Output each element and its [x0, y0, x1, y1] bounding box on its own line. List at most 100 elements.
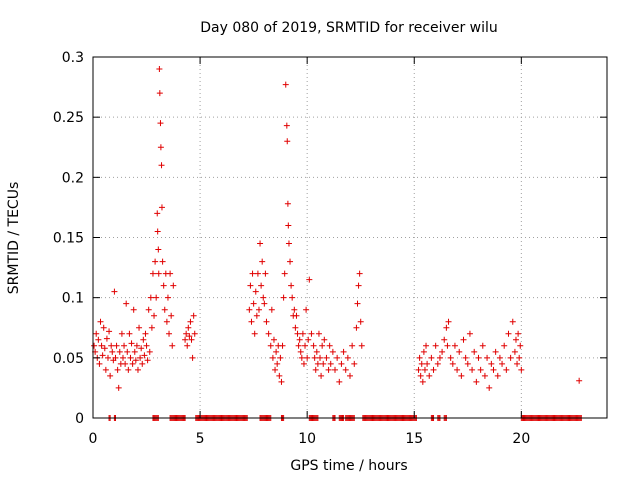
data-point: [340, 348, 347, 355]
data-point: [297, 348, 304, 355]
data-point: [441, 336, 448, 343]
data-point: [156, 66, 163, 73]
data-point: [503, 366, 510, 373]
data-point: [351, 360, 358, 367]
data-point: [146, 348, 153, 355]
data-point: [136, 324, 143, 331]
data-point: [126, 330, 133, 337]
data-point: [426, 372, 433, 379]
data-point: [111, 288, 118, 295]
data-point: [287, 258, 294, 265]
data-point: [189, 354, 196, 361]
data-point: [169, 342, 176, 349]
data-point: [358, 342, 365, 349]
data-point: [139, 360, 146, 367]
data-point: [154, 210, 161, 217]
data-point: [439, 348, 446, 355]
data-point: [249, 270, 256, 277]
data-point: [255, 306, 262, 313]
data-point: [464, 360, 471, 367]
data-point: [144, 357, 151, 364]
data-point: [284, 138, 291, 145]
x-tick-labels: 0 5 10 15 20: [89, 431, 531, 447]
data-point: [471, 348, 478, 355]
data-point: [283, 122, 290, 129]
data-point: [298, 354, 305, 361]
data-point: [119, 354, 126, 361]
data-point: [319, 342, 326, 349]
x-tick-label: 0: [89, 431, 98, 447]
data-point: [317, 354, 324, 361]
data-point: [416, 354, 423, 361]
data-point: [486, 384, 493, 391]
x-tick-label: 5: [196, 431, 205, 447]
data-point: [576, 377, 583, 384]
data-point: [185, 324, 192, 331]
data-point: [294, 330, 301, 337]
data-point: [157, 120, 164, 127]
data-point: [308, 330, 315, 337]
data-point: [285, 222, 292, 229]
data-point: [267, 342, 274, 349]
data-point: [115, 384, 122, 391]
data-point: [148, 324, 155, 331]
y-axis-label: SRMTID / TECUs: [6, 182, 22, 295]
data-point: [254, 270, 261, 277]
data-point: [484, 354, 491, 361]
data-point: [125, 366, 132, 373]
data-point: [332, 366, 339, 373]
data-point: [100, 324, 107, 331]
data-point: [274, 360, 281, 367]
data-point: [325, 366, 332, 373]
data-point: [153, 294, 160, 301]
data-point: [151, 312, 158, 319]
data-point: [97, 318, 104, 325]
data-point: [101, 345, 108, 352]
data-point: [285, 240, 292, 247]
data-point: [248, 318, 255, 325]
data-point: [134, 366, 141, 373]
data-point: [187, 318, 194, 325]
data-point: [118, 330, 125, 337]
data-point: [154, 228, 161, 235]
data-point: [246, 306, 253, 313]
data-point: [320, 360, 327, 367]
data-point: [166, 330, 173, 337]
data-point: [98, 342, 105, 349]
y-tick-labels: 0 0.05 0.1 0.15 0.2 0.25 0.3: [53, 50, 84, 427]
data-point: [143, 342, 150, 349]
data-point: [299, 330, 306, 337]
data-point: [312, 366, 319, 373]
data-point: [282, 81, 289, 88]
data-point: [303, 306, 310, 313]
data-point: [296, 336, 303, 343]
data-point: [354, 300, 361, 307]
data-point: [517, 342, 524, 349]
y-tick-label: 0: [75, 411, 84, 427]
data-point: [113, 342, 120, 349]
data-point: [315, 330, 322, 337]
data-point: [515, 330, 522, 337]
data-point: [499, 360, 506, 367]
data-point: [424, 360, 431, 367]
data-point: [356, 270, 363, 277]
data-point: [432, 342, 439, 349]
data-point: [260, 294, 267, 301]
data-point: [159, 258, 166, 265]
data-point: [444, 342, 451, 349]
data-point: [121, 342, 128, 349]
y-tick-label: 0.25: [53, 110, 84, 126]
data-point: [116, 348, 123, 355]
data-point: [494, 372, 501, 379]
data-point: [183, 330, 190, 337]
data-point: [505, 330, 512, 337]
y-tick-label: 0.2: [62, 170, 84, 186]
x-tick-label: 15: [405, 431, 423, 447]
chart-title: Day 080 of 2019, SRMTID for receiver wil…: [200, 20, 498, 36]
data-point: [106, 328, 113, 335]
data-point: [492, 348, 499, 355]
data-point: [514, 360, 521, 367]
data-point: [291, 306, 298, 313]
